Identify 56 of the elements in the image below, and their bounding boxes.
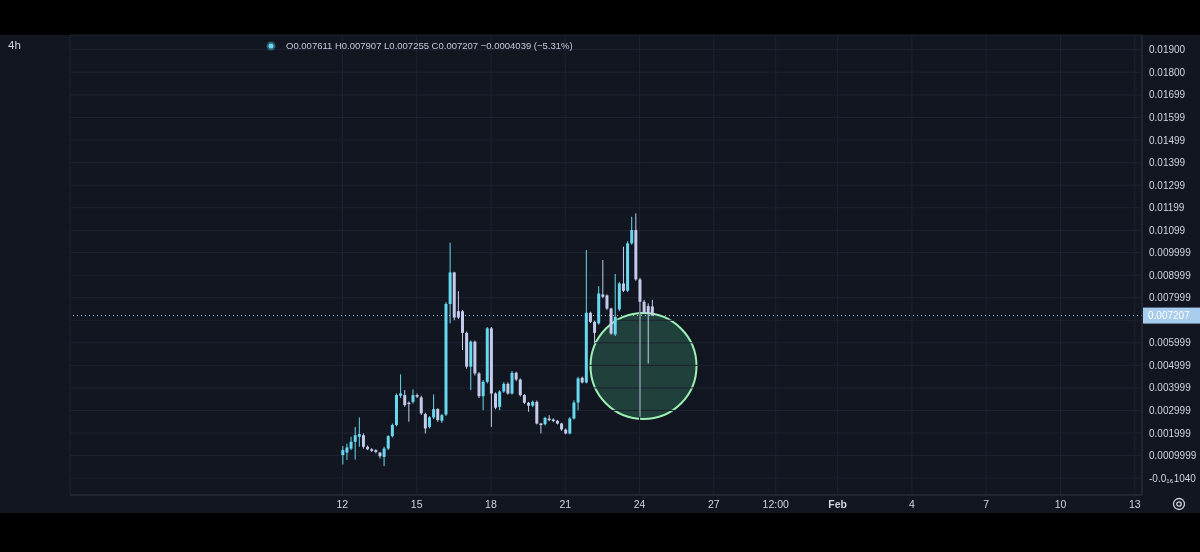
candlestick (345, 443, 349, 461)
x-tick-label: 18 (485, 498, 497, 510)
y-tick-label: -0.0₁₆1040 (1149, 472, 1197, 484)
x-tick-label: 13 (1128, 498, 1141, 510)
candlestick (432, 393, 436, 420)
y-tick-label: 0.01199 (1149, 202, 1185, 214)
y-tick-label: 0.01399 (1149, 157, 1186, 169)
y-tick-label: 0.003999 (1149, 382, 1192, 394)
candlestick (357, 416, 361, 448)
x-tick-label: 12 (336, 498, 349, 510)
y-tick-label: 0.005999 (1149, 337, 1192, 349)
y-tick-label: 0.01599 (1149, 112, 1186, 124)
candlestick (498, 389, 502, 411)
candlestick (477, 371, 481, 399)
y-tick-label: 0.004999 (1149, 359, 1192, 371)
candlestick (481, 379, 485, 411)
y-tick-label: 0.008999 (1149, 269, 1192, 281)
y-tick-label: 0.01900 (1149, 44, 1186, 56)
y-tick-label: 0.01800 (1149, 66, 1186, 78)
x-tick-label: 15 (410, 498, 423, 510)
y-tick-label: 0.01099 (1149, 224, 1186, 236)
candlestick (382, 446, 386, 467)
candlestick (638, 277, 642, 418)
y-tick-label: 0.009999 (1149, 247, 1192, 259)
x-tick-label: 4 (909, 498, 915, 510)
candlestick (411, 388, 415, 405)
candlestick (510, 370, 514, 396)
candlestick (621, 246, 625, 293)
x-tick-label: Feb (828, 498, 847, 510)
x-tick-label: 27 (707, 498, 720, 510)
y-tick-label: 0.01499 (1149, 134, 1186, 146)
candlestick (613, 273, 617, 337)
y-tick-label: 0.002999 (1149, 404, 1192, 416)
candlestick (353, 426, 357, 461)
ref-line-label: 0.007207 (1148, 310, 1191, 322)
candlestick (518, 377, 522, 397)
candlestick (419, 395, 423, 416)
candlestick (423, 412, 427, 434)
y-tick-label: 0.007999 (1149, 292, 1192, 304)
candlestick (593, 320, 597, 344)
x-tick-label: 24 (633, 498, 646, 510)
text: O0.007611 H0.007907 L0.007255 C0.007207 −0.0004039 (−5.31%) (286, 40, 573, 51)
y-tick-label: 0.001999 (1149, 427, 1192, 439)
chart-title: 4h (8, 39, 21, 51)
y-tick-label: 0.01699 (1149, 89, 1186, 101)
x-tick-label: 21 (559, 498, 572, 510)
x-tick-label: 10 (1054, 498, 1067, 510)
y-tick-label: 0.0009999 (1149, 450, 1197, 462)
candlestick (461, 309, 465, 351)
candlestick (646, 302, 650, 365)
x-tick-label: 12:00 (762, 498, 790, 510)
candlestick (341, 445, 345, 466)
candlestick (630, 216, 634, 246)
y-tick-label: 0.01299 (1149, 179, 1186, 191)
x-tick-label: 7 (983, 498, 990, 510)
candlestick (349, 436, 353, 451)
